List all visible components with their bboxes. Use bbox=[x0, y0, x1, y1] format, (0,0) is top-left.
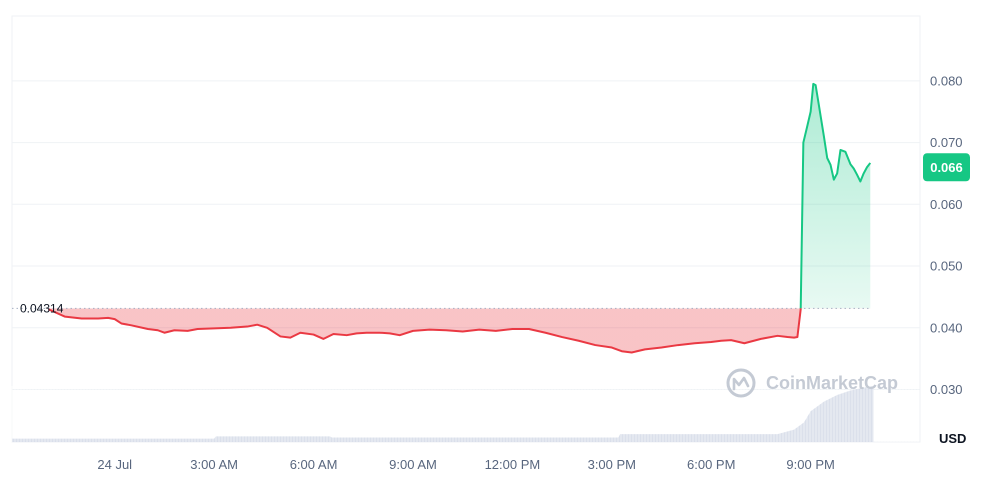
gridlines bbox=[12, 81, 920, 390]
x-tick-label: 6:00 PM bbox=[687, 457, 735, 472]
current-price-label: 0.066 bbox=[930, 160, 963, 175]
watermark-text: CoinMarketCap bbox=[766, 373, 898, 393]
x-tick-label: 3:00 PM bbox=[588, 457, 636, 472]
y-tick-label: 0.040 bbox=[930, 320, 963, 335]
x-tick-label: 12:00 PM bbox=[485, 457, 541, 472]
y-axis: 0.030 0.040 0.050 0.060 0.070 0.080 bbox=[930, 73, 963, 397]
reference-price-label: 0.04314 bbox=[20, 301, 64, 315]
y-tick-label: 0.070 bbox=[930, 135, 963, 150]
x-tick-label: 3:00 AM bbox=[190, 457, 238, 472]
price-area-below bbox=[48, 84, 870, 353]
x-tick-label: 9:00 PM bbox=[786, 457, 834, 472]
y-tick-label: 0.060 bbox=[930, 197, 963, 212]
currency-label: USD bbox=[939, 431, 966, 446]
coinmarketcap-watermark: CoinMarketCap bbox=[728, 370, 898, 396]
x-tick-label: 24 Jul bbox=[97, 457, 132, 472]
y-tick-label: 0.050 bbox=[930, 259, 963, 274]
y-tick-label: 0.080 bbox=[930, 73, 963, 88]
price-area bbox=[48, 84, 870, 353]
volume-bars bbox=[12, 386, 918, 442]
x-tick-label: 9:00 AM bbox=[389, 457, 437, 472]
x-axis: 24 Jul 3:00 AM 6:00 AM 9:00 AM 12:00 PM 3:00 … bbox=[97, 457, 834, 472]
current-price-badge: 0.066 bbox=[923, 153, 970, 181]
y-tick-label: 0.030 bbox=[930, 382, 963, 397]
x-tick-label: 6:00 AM bbox=[290, 457, 338, 472]
